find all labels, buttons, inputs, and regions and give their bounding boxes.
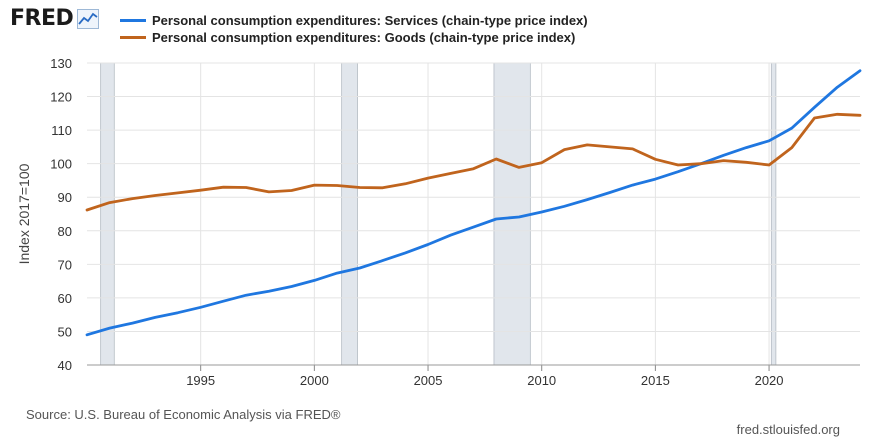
legend-label-services: Personal consumption expenditures: Servi… xyxy=(152,13,588,28)
chart-legend: Personal consumption expenditures: Servi… xyxy=(120,12,588,46)
axes: 40 50 60 70 80 90 100 110 120 130 1995 2000 2005 2010… xyxy=(50,56,860,388)
x-tick-label: 2000 xyxy=(300,373,329,388)
y-tick-label: 90 xyxy=(58,190,72,205)
legend-entry-goods[interactable]: Personal consumption expenditures: Goods… xyxy=(120,29,588,46)
gridlines xyxy=(87,62,860,366)
x-tick-label: 2005 xyxy=(414,373,443,388)
x-tick-label: 2015 xyxy=(641,373,670,388)
y-tick-label: 120 xyxy=(50,90,72,105)
line-chart-icon xyxy=(77,8,100,29)
legend-swatch-goods xyxy=(120,36,146,39)
logo-text: FRED xyxy=(10,6,74,31)
y-tick-label: 60 xyxy=(58,291,72,306)
y-tick-label: 70 xyxy=(58,257,72,272)
legend-label-goods: Personal consumption expenditures: Goods… xyxy=(152,30,576,45)
series-line-goods[interactable] xyxy=(85,112,862,212)
y-tick-label: 100 xyxy=(50,157,72,172)
legend-swatch-services xyxy=(120,19,146,22)
y-tick-label: 110 xyxy=(51,123,72,138)
x-tick-label: 1995 xyxy=(186,373,215,388)
y-tick-label: 50 xyxy=(58,324,72,339)
y-tick-label: 40 xyxy=(58,358,72,373)
series-lines xyxy=(85,69,862,337)
series-line-services[interactable] xyxy=(85,69,862,337)
recession-band-1 xyxy=(341,62,358,366)
y-axis-label: Index 2017=100 xyxy=(16,163,32,264)
recession-band-2 xyxy=(493,62,531,366)
y-tick-label: 130 xyxy=(50,56,72,71)
y-tick-label: 80 xyxy=(58,224,72,239)
recession-band-0 xyxy=(100,62,115,366)
x-tick-label: 2020 xyxy=(755,373,784,388)
recession-bands xyxy=(100,62,777,366)
legend-entry-services[interactable]: Personal consumption expenditures: Servi… xyxy=(120,12,588,29)
fred-logo[interactable]: FRED xyxy=(10,6,100,31)
x-tick-label: 2010 xyxy=(527,373,556,388)
source-note: Source: U.S. Bureau of Economic Analysis… xyxy=(26,407,341,422)
recession-band-3 xyxy=(770,62,777,366)
site-url[interactable]: fred.stlouisfed.org xyxy=(736,422,840,437)
